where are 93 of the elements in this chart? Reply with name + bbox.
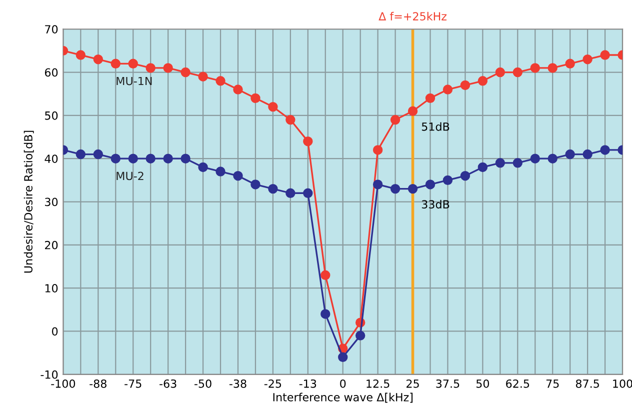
point <box>93 54 104 64</box>
point <box>512 158 523 168</box>
y-tick-label: 20 <box>45 240 58 250</box>
point <box>233 84 243 94</box>
ref-line-label: Δ f=+25kHz <box>378 12 447 20</box>
point <box>303 136 313 146</box>
point <box>250 93 260 104</box>
point <box>76 50 86 60</box>
x-tick-label: -63 <box>160 379 176 388</box>
point <box>268 102 278 112</box>
point <box>530 154 540 164</box>
point <box>582 149 592 160</box>
x-tick-label: 75 <box>546 380 559 388</box>
point <box>198 162 208 172</box>
point <box>216 76 226 86</box>
x-tick-label: -50 <box>194 379 212 388</box>
y-axis-title: Undesire/Desire Ratio[dB] <box>24 130 34 273</box>
series-label: MU-1N <box>116 76 152 86</box>
point <box>565 58 575 69</box>
point <box>146 63 156 73</box>
series-label: MU-2 <box>116 172 144 180</box>
point <box>110 154 120 164</box>
x-tick-label: 12.5 <box>366 379 390 388</box>
x-tick-label: -75 <box>124 380 142 388</box>
point <box>478 76 488 86</box>
y-tick-label: 30 <box>45 198 58 206</box>
y-tick-label: 50 <box>45 111 58 120</box>
point <box>320 270 330 280</box>
annotation: 33dB <box>422 200 450 209</box>
point <box>408 184 418 194</box>
y-tick-label: -10 <box>40 370 58 379</box>
point <box>442 175 453 186</box>
x-tick-label: -100 <box>51 379 76 388</box>
point <box>425 93 436 104</box>
point <box>128 154 138 164</box>
point <box>93 149 104 160</box>
point <box>320 309 330 319</box>
x-axis-title: Interference wave Δ[kHz] <box>273 392 413 403</box>
point <box>128 58 138 69</box>
point <box>303 188 313 198</box>
point <box>548 63 558 73</box>
point <box>286 188 296 198</box>
point <box>180 67 190 78</box>
x-tick-label: -38 <box>229 379 246 388</box>
point <box>565 149 575 160</box>
point <box>180 154 190 164</box>
point <box>268 184 278 194</box>
annotation: 51dB <box>422 122 450 131</box>
point <box>460 171 470 181</box>
point <box>582 54 592 64</box>
y-tick-label: 70 <box>45 25 58 34</box>
point <box>390 114 400 125</box>
point <box>146 154 156 164</box>
point <box>163 154 173 164</box>
x-tick-label: -88 <box>90 379 106 388</box>
point <box>442 84 453 94</box>
point <box>372 180 383 190</box>
point <box>478 162 488 172</box>
point <box>233 171 243 181</box>
point <box>390 184 400 194</box>
x-tick-label: -25 <box>264 379 282 388</box>
x-tick-label: 100 <box>613 379 632 388</box>
x-tick-label: 25 <box>406 379 419 388</box>
point <box>495 158 506 168</box>
point <box>198 72 208 82</box>
point <box>530 63 540 73</box>
point <box>548 154 558 164</box>
point <box>600 145 610 155</box>
point <box>250 180 260 190</box>
point <box>216 166 226 176</box>
x-tick-label: 87.5 <box>576 379 599 388</box>
y-tick-label: 0 <box>52 327 58 336</box>
y-tick-label: 40 <box>44 154 58 163</box>
x-tick-label: -13 <box>299 379 316 388</box>
point <box>408 106 418 116</box>
y-tick-label: 60 <box>44 68 58 77</box>
point <box>338 352 348 362</box>
point <box>425 180 436 190</box>
point <box>163 63 173 73</box>
point <box>286 114 296 125</box>
x-tick-label: 50 <box>476 379 490 388</box>
point <box>355 330 366 340</box>
x-tick-label: 0 <box>340 379 346 388</box>
x-tick-label: 62.5 <box>506 379 530 388</box>
x-tick-label: 37.5 <box>436 379 460 388</box>
point <box>495 67 506 78</box>
point <box>600 50 610 60</box>
point <box>110 58 120 69</box>
point <box>460 80 470 90</box>
point <box>512 67 523 78</box>
point <box>372 145 383 155</box>
y-tick-label: 10 <box>45 284 58 292</box>
point <box>76 149 86 160</box>
